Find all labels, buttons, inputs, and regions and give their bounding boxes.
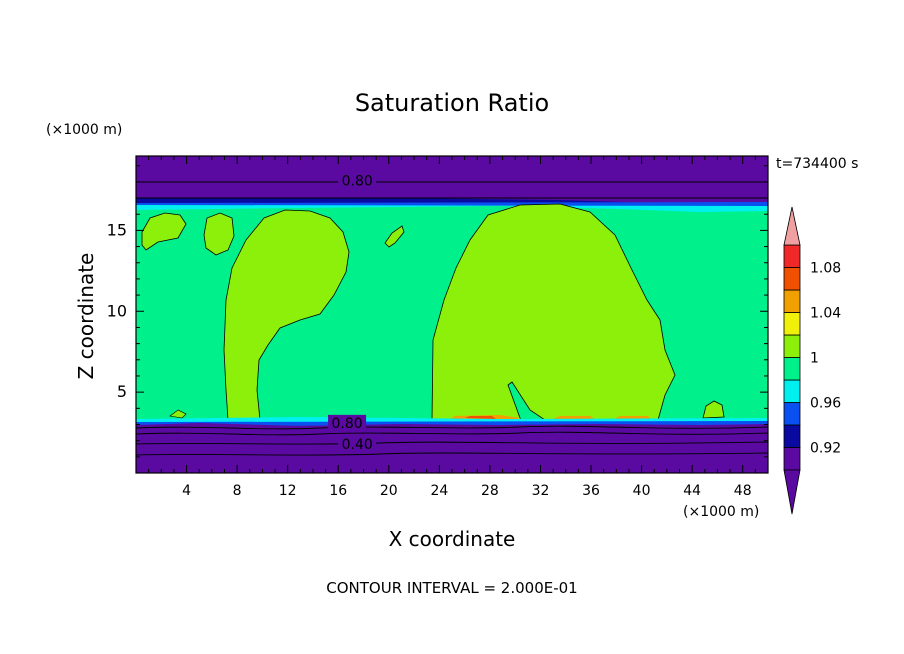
cloud-fragment <box>702 400 725 419</box>
upper-stable-band <box>136 182 768 198</box>
colorbar-swatch <box>783 357 801 381</box>
contour-interval-note: CONTOUR INTERVAL = 2.000E-01 <box>326 579 577 597</box>
x-tick-label: 16 <box>329 483 347 499</box>
contour-label: 0.80 <box>332 416 363 432</box>
colorbar: 0.92 0.96 1 1.04 1.08 <box>783 206 841 515</box>
colorbar-swatch <box>783 267 801 291</box>
cloud-fragment <box>384 225 405 248</box>
contour-line <box>136 452 768 456</box>
colorbar-swatch <box>783 424 801 448</box>
colorbar-under-arrow <box>783 469 801 515</box>
contour-label-background <box>338 172 377 188</box>
y-axis: 5 10 15 <box>107 165 768 458</box>
colorbar-swatch <box>783 244 801 268</box>
y-tick-label: 10 <box>107 301 127 320</box>
colorbar-over-arrow <box>783 206 801 246</box>
colorbar-tick-label: 1.08 <box>810 261 841 277</box>
cloud-fragment <box>141 212 187 251</box>
colorbar-swatch <box>783 289 801 313</box>
x-tick-label: 8 <box>233 483 242 499</box>
y-tick-label: 15 <box>107 220 127 239</box>
chart-title: Saturation Ratio <box>355 89 549 117</box>
cloud-fragment <box>203 212 235 256</box>
cloud-fragment <box>169 409 187 419</box>
contour-line <box>136 441 768 445</box>
contour-field <box>136 156 768 473</box>
x-tick-label: 44 <box>683 483 701 499</box>
contour-label-background <box>328 414 367 430</box>
contour-line <box>136 431 768 436</box>
x-tick-label: 32 <box>532 483 550 499</box>
x-tick-label: 24 <box>430 483 448 499</box>
colorbar-tick-label: 0.96 <box>810 396 841 412</box>
x-axis: 4 8 12 16 20 24 28 32 36 40 44 48 <box>148 156 756 499</box>
x-tick-label: 4 <box>182 483 191 499</box>
contour-labels: 0.80 0.80 0.40 <box>328 172 377 453</box>
colorbar-swatch <box>783 447 801 471</box>
y-unit-label: (×1000 m) <box>46 122 122 138</box>
contour-label: 0.40 <box>342 437 373 453</box>
colorbar-tick-label: 1.04 <box>810 306 841 322</box>
x-axis-label: X coordinate <box>389 527 516 551</box>
cloud-left <box>223 209 350 421</box>
contour-label: 0.80 <box>342 173 373 189</box>
colorbar-swatch <box>783 402 801 426</box>
lower-dry-layer <box>136 423 768 473</box>
x-unit-label: (×1000 m) <box>683 504 759 520</box>
colorbar-tick-label: 1 <box>810 351 819 367</box>
x-tick-label: 20 <box>380 483 398 499</box>
x-tick-label: 12 <box>279 483 297 499</box>
x-tick-label: 28 <box>481 483 499 499</box>
colorbar-tick-label: 0.92 <box>810 441 841 457</box>
colorbar-swatch <box>783 334 801 358</box>
y-tick-label: 5 <box>117 382 127 401</box>
x-tick-label: 40 <box>633 483 651 499</box>
y-axis-label: Z coordinate <box>74 253 98 380</box>
colorbar-swatch <box>783 312 801 336</box>
contour-label-background <box>338 435 377 451</box>
time-label: t=734400 s <box>776 156 858 172</box>
x-tick-label: 36 <box>582 483 600 499</box>
cloud-center <box>431 203 676 421</box>
x-tick-label: 48 <box>734 483 752 499</box>
supersaturation-peak <box>465 416 496 419</box>
colorbar-swatch <box>783 379 801 403</box>
contour-line <box>136 425 768 430</box>
